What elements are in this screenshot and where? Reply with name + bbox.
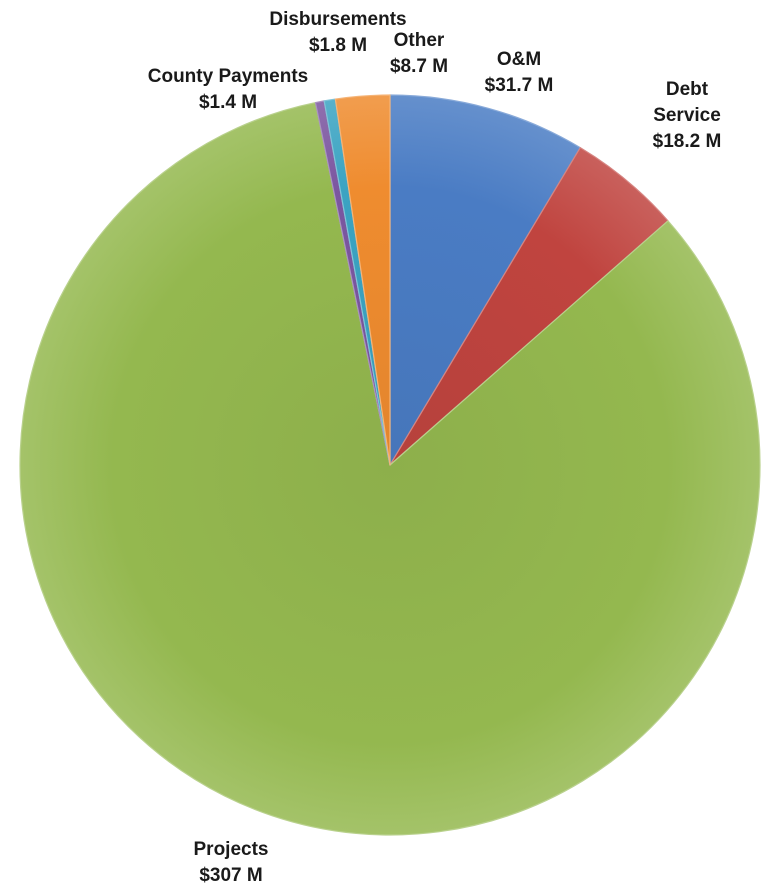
slice-label-disbursements: Disbursements $1.8 M <box>269 9 406 56</box>
slice-label-line: O&M <box>497 49 541 70</box>
slice-label-line: Projects <box>194 839 269 860</box>
slice-label-o-m: O&M $31.7 M <box>485 49 554 96</box>
pie-slice-o-m <box>389 94 581 466</box>
slice-label-line: $307 M <box>199 865 262 886</box>
slice-label-line: Debt <box>666 79 709 100</box>
pie-slice-projects <box>19 101 761 836</box>
slice-label-line: Other <box>394 30 445 51</box>
slice-label-line: Service <box>653 105 721 126</box>
pie-slices <box>19 94 761 836</box>
slice-label-line: $1.8 M <box>309 35 367 56</box>
slice-label-line: $18.2 M <box>653 131 722 152</box>
slice-label-county-payments: County Payments $1.4 M <box>148 66 308 113</box>
slice-label-other: Other $8.7 M <box>390 30 448 77</box>
slice-label-projects: Projects $307 M <box>194 839 269 886</box>
slice-label-debt-service: Debt Service $18.2 M <box>653 79 722 152</box>
pie-slice-other <box>334 94 391 466</box>
pie-labels: O&M $31.7 M Debt Service $18.2 M Projects $307… <box>148 9 722 886</box>
slice-label-line: County Payments <box>148 66 308 87</box>
slice-label-line: $31.7 M <box>485 75 554 96</box>
slice-label-line: Disbursements <box>269 9 406 30</box>
slice-label-line: $1.4 M <box>199 92 257 113</box>
slice-label-line: $8.7 M <box>390 56 448 77</box>
